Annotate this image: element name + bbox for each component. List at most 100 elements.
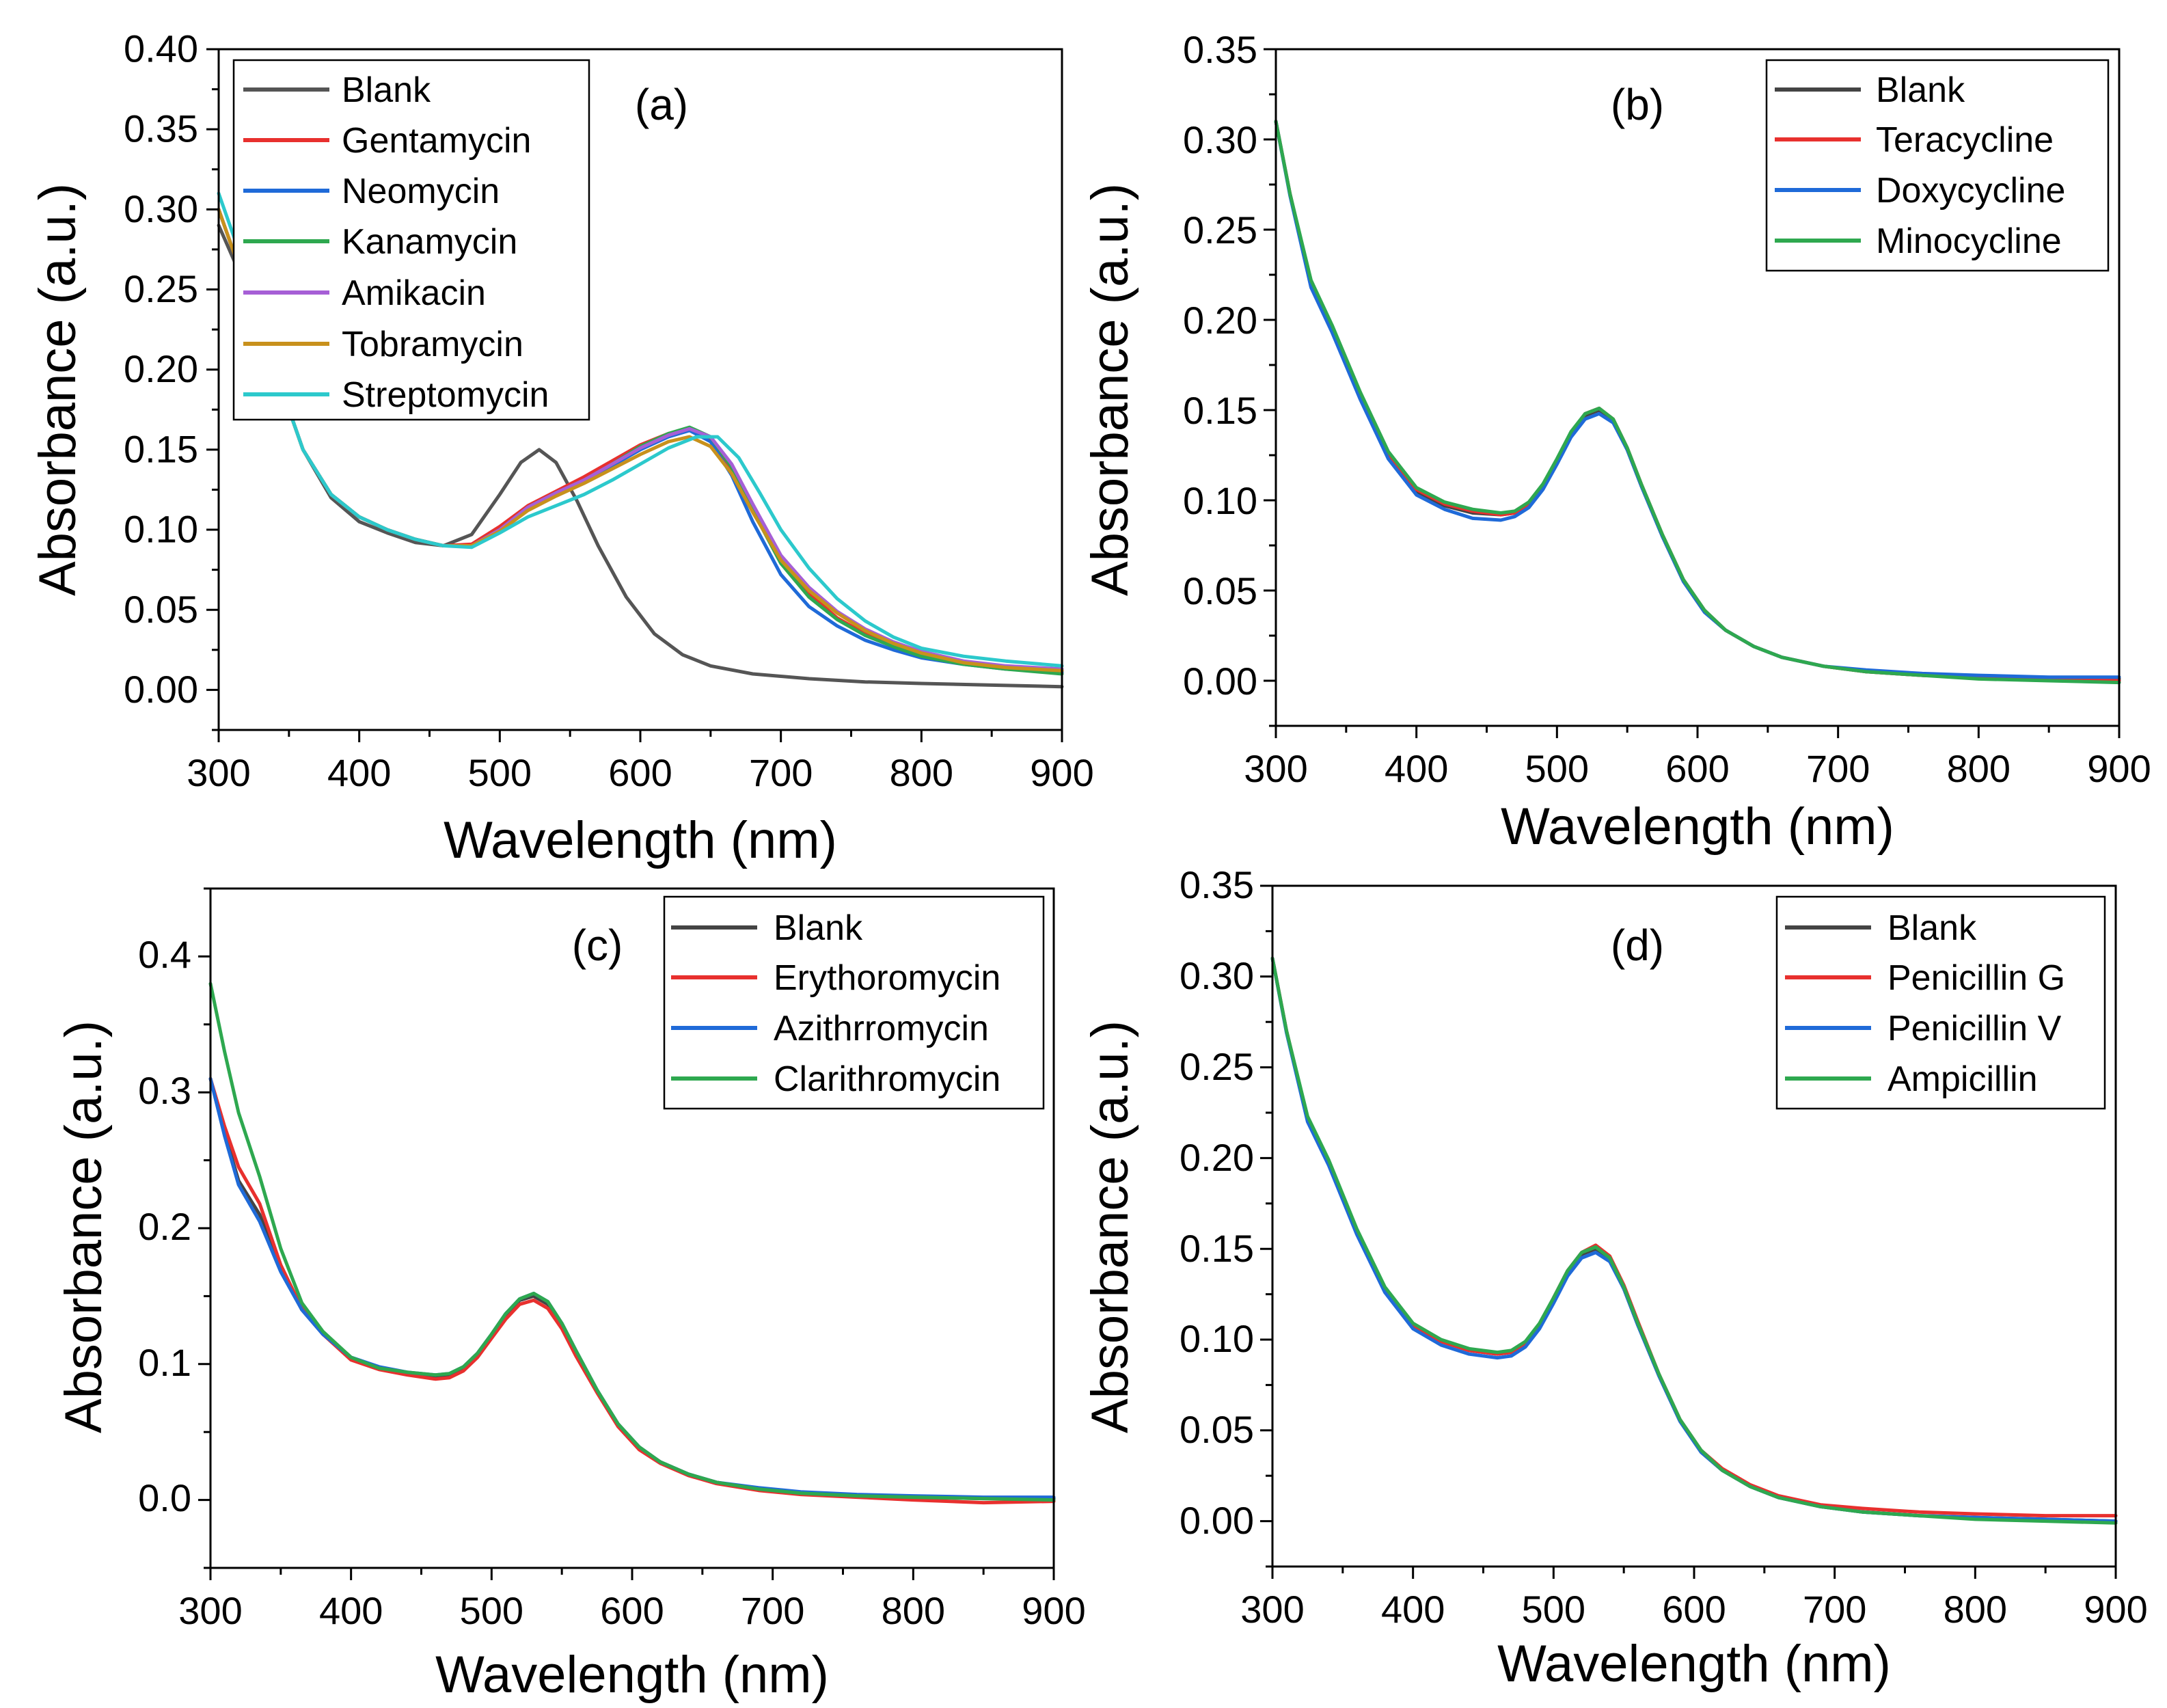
panel-b-ytick-1: 0.05 (1183, 569, 1257, 612)
panel-d-legend-box (1775, 895, 2106, 1110)
panel-b-curves (1274, 120, 2121, 685)
panel-d-ytick-1: 0.05 (1180, 1408, 1254, 1451)
panel-c-y-axis-title: Absorbance (a.u.) (55, 1020, 113, 1433)
panel-c-legend-label-1: Erythoromycin (774, 958, 1000, 998)
panel-d-xtick-5: 800 (1944, 1588, 2007, 1631)
panel-d-ytick-7: 0.35 (1180, 863, 1254, 906)
panel-c-legend: Blank Erythoromycin Azithrromycin Clarit… (663, 895, 1045, 1110)
panel-b-x-ticks (1275, 726, 2121, 738)
panel-a-legend-label-4: Amikacin (342, 273, 486, 313)
panel-c-series-blank (208, 1076, 1056, 1501)
panel-b-xtick-6: 900 (2087, 747, 2151, 790)
panel-b-ytick-6: 0.30 (1183, 118, 1257, 161)
panel-a-ytick-6: 0.30 (124, 187, 198, 230)
panel-a-ytick-3: 0.15 (124, 427, 198, 470)
panel-c-xtick-6: 900 (1022, 1589, 1085, 1632)
panel-a-x-axis-title: Wavelength (nm) (444, 811, 837, 869)
panel-b-legend-label-0: Blank (1876, 70, 1965, 110)
panel-d-legend: Blank Penicillin G Penicillin V Ampicill… (1775, 895, 2106, 1110)
panel-a-ytick-5: 0.25 (124, 267, 198, 310)
panel-c-series-clarithromycin (208, 981, 1056, 1502)
panel-a-x-ticks (217, 730, 1063, 742)
panel-c-curves (208, 981, 1056, 1505)
panel-c-ytick-2: 0.2 (138, 1205, 191, 1248)
panel-b-legend-label-3: Minocycline (1876, 221, 2062, 261)
panel-b-legend: Blank Teracycline Doxycycline Minocyclin… (1765, 59, 2110, 272)
panel-a-legend-label-2: Neomycin (342, 172, 500, 211)
panel-d-legend-label-2: Penicillin V (1887, 1009, 2062, 1048)
panel-b-y-axis-title: Absorbance (a.u.) (1081, 183, 1139, 596)
panel-b-label: (b) (1611, 80, 1664, 129)
panel-c-xtick-2: 500 (460, 1589, 523, 1632)
panel-c-legend-label-3: Clarithromycin (774, 1059, 1000, 1099)
panel-b-xtick-0: 300 (1244, 747, 1307, 790)
panel-c-xtick-3: 600 (600, 1589, 664, 1632)
panel-a-legend-label-1: Gentamycin (342, 121, 531, 161)
panel-c-y-ticks (198, 887, 210, 1569)
panel-d-ytick-5: 0.25 (1180, 1045, 1254, 1088)
panel-b-ytick-0: 0.00 (1183, 660, 1257, 703)
panel-c-xtick-1: 400 (319, 1589, 383, 1632)
panel-d-xtick-2: 500 (1522, 1588, 1585, 1631)
panel-a-xtick-5: 800 (890, 751, 953, 794)
panel-a-ytick-1: 0.05 (124, 588, 198, 631)
panel-a-curves (217, 191, 1064, 689)
panel-c-xtick-4: 700 (741, 1589, 804, 1632)
panel-c-label: (c) (572, 921, 623, 970)
panel-b-ytick-2: 0.10 (1183, 479, 1257, 522)
panel-a-ytick-0: 0.00 (124, 668, 198, 711)
panel-d-legend-label-3: Ampicillin (1887, 1059, 2038, 1099)
panel-b: 300 400 500 600 700 800 900 0.00 0.05 0.… (1081, 28, 2151, 856)
panel-d-y-axis-title: Absorbance (a.u.) (1081, 1020, 1139, 1433)
panel-a-xtick-2: 500 (468, 751, 532, 794)
panel-b-xtick-4: 700 (1806, 747, 1870, 790)
panel-d-label: (d) (1611, 921, 1664, 970)
panel-d-curves (1270, 956, 2118, 1525)
panel-d-ytick-4: 0.20 (1180, 1136, 1254, 1179)
panel-a-series-streptomycin (217, 191, 1064, 668)
panel-b-ytick-5: 0.25 (1183, 208, 1257, 252)
panel-c-series-azithrromycin (208, 1076, 1056, 1500)
panel-a-legend-label-3: Kanamycin (342, 222, 517, 262)
panel-c-ytick-0: 0.0 (138, 1476, 191, 1519)
panel-b-series-minocycline (1274, 120, 2121, 685)
panel-b-legend-label-1: Teracycline (1876, 120, 2054, 160)
panel-d-ytick-2: 0.10 (1180, 1317, 1254, 1360)
panel-a-xtick-1: 400 (327, 751, 391, 794)
panel-a: 300 400 500 600 700 800 900 0.00 0.05 0.… (29, 27, 1094, 869)
panel-b-legend-label-2: Doxycycline (1876, 171, 2065, 211)
panel-b-legend-box (1765, 59, 2110, 272)
panel-a-y-axis-title: Absorbance (a.u.) (29, 183, 87, 596)
panel-c-x-ticks (209, 1568, 1055, 1580)
panel-b-xtick-3: 600 (1665, 747, 1729, 790)
panel-a-series-blank (217, 223, 1064, 689)
panel-d-y-ticks (1260, 884, 1272, 1568)
panel-c-xtick-0: 300 (178, 1589, 242, 1632)
panel-d-xtick-3: 600 (1662, 1588, 1726, 1631)
panel-a-y-ticks (206, 48, 219, 731)
panel-d-x-ticks (1271, 1567, 2117, 1579)
panel-d-ytick-6: 0.30 (1180, 954, 1254, 997)
panel-c-legend-label-2: Azithrromycin (774, 1009, 989, 1048)
panel-b-xtick-5: 800 (1947, 747, 2011, 790)
panel-a-legend: Blank Gentamycin Neomycin Kanamycin Amik… (232, 59, 590, 421)
panel-c-legend-label-0: Blank (774, 908, 863, 948)
panel-b-xtick-2: 500 (1525, 747, 1589, 790)
panel-b-y-ticks (1264, 48, 1276, 727)
panel-c-legend-box (663, 895, 1045, 1110)
panel-a-ytick-2: 0.10 (124, 508, 198, 551)
panel-a-ytick-7: 0.35 (124, 107, 198, 150)
panel-d-xtick-0: 300 (1240, 1588, 1304, 1631)
panel-d-ytick-0: 0.00 (1180, 1499, 1254, 1542)
panel-d-legend-label-0: Blank (1887, 908, 1977, 948)
panel-b-xtick-1: 400 (1385, 747, 1448, 790)
panel-a-label: (a) (635, 80, 688, 129)
panel-b-x-axis-title: Wavelength (nm) (1501, 798, 1894, 856)
panel-a-ytick-4: 0.20 (124, 347, 198, 390)
panel-a-legend-label-5: Tobramycin (342, 325, 523, 364)
panel-d-xtick-6: 900 (2084, 1588, 2147, 1631)
panel-a-xtick-0: 300 (187, 751, 250, 794)
panel-d-xtick-4: 700 (1803, 1588, 1866, 1631)
panel-c-xtick-5: 800 (882, 1589, 945, 1632)
